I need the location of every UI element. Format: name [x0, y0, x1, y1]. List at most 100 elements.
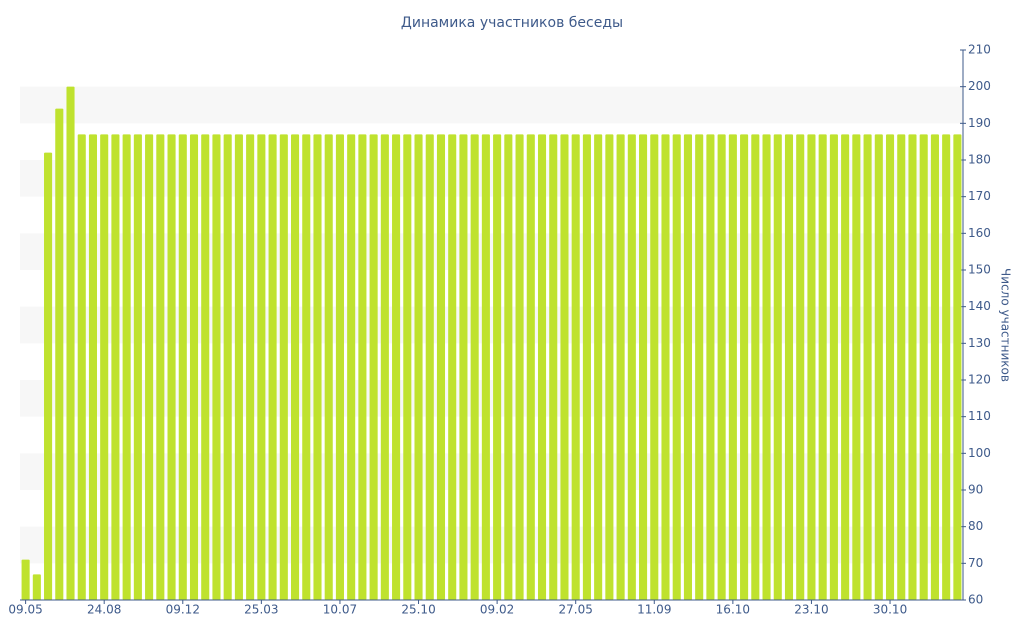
bar [740, 134, 749, 601]
bar [156, 134, 165, 601]
bar [178, 134, 187, 601]
bar [324, 134, 333, 601]
bar [650, 134, 659, 601]
bar [313, 134, 322, 601]
bar [32, 574, 41, 600]
bar [807, 134, 816, 601]
bar [897, 134, 906, 601]
y-axis-label: Число участников [999, 268, 1013, 382]
x-tick-label: 16.10 [716, 603, 750, 617]
bar [246, 134, 255, 601]
bar [571, 134, 580, 601]
y-tick-label: 150 [968, 263, 991, 277]
bar [930, 134, 939, 601]
bar [717, 134, 726, 601]
bar [560, 134, 569, 601]
y-tick-label: 180 [968, 153, 991, 167]
x-tick-label: 10.07 [323, 603, 357, 617]
bar [189, 134, 199, 601]
y-tick-label: 210 [968, 43, 991, 57]
bar [728, 134, 737, 601]
y-tick-label: 60 [968, 593, 983, 607]
y-tick-label: 190 [968, 116, 991, 130]
bar [852, 134, 861, 601]
bar [302, 134, 311, 601]
bar [605, 134, 614, 601]
bar [695, 134, 704, 601]
y-tick-label: 90 [968, 483, 983, 497]
bar [683, 134, 692, 601]
grid-band [20, 86, 963, 124]
bar [291, 134, 300, 601]
x-tick-label: 09.12 [166, 603, 200, 617]
bar [481, 134, 490, 601]
bar [784, 134, 794, 601]
bar [44, 152, 53, 600]
y-tick-label: 170 [968, 189, 991, 203]
y-tick-label: 140 [968, 299, 991, 313]
bar [504, 134, 513, 601]
x-tick-label: 30.10 [873, 603, 907, 617]
bar [369, 134, 378, 601]
bar [885, 134, 895, 601]
bar [751, 134, 760, 601]
bar [212, 134, 221, 601]
bar [55, 108, 64, 601]
bar [448, 134, 457, 601]
bar [829, 134, 838, 601]
x-tick-label: 23.10 [794, 603, 828, 617]
bar [841, 134, 850, 601]
bar [21, 559, 30, 600]
x-tick-label: 27.05 [559, 603, 593, 617]
x-tick-label: 25.03 [244, 603, 278, 617]
y-tick-label: 160 [968, 226, 991, 240]
bar [145, 134, 154, 601]
bar [358, 134, 367, 601]
bar [257, 134, 266, 601]
bar [268, 134, 277, 601]
y-tick-label: 130 [968, 336, 991, 350]
x-tick-label: 25.10 [401, 603, 435, 617]
bar [549, 134, 558, 601]
grid-band [20, 453, 963, 490]
x-tick-label: 11.09 [637, 603, 671, 617]
bar [616, 134, 625, 601]
bar [88, 134, 98, 601]
bar [526, 134, 535, 601]
chart-title: Динамика участников беседы [401, 15, 623, 31]
bar [582, 134, 591, 601]
bar [201, 134, 210, 601]
bar [133, 134, 142, 601]
grid-band [20, 380, 963, 417]
y-tick-label: 70 [968, 556, 983, 570]
bar [100, 134, 109, 601]
grid-band [20, 233, 963, 270]
bar [459, 134, 468, 601]
grid-band [20, 526, 963, 564]
bar [796, 134, 805, 601]
x-tick-label: 09.05 [8, 603, 42, 617]
bar [515, 134, 524, 601]
bar [594, 134, 603, 601]
bar [661, 134, 670, 601]
bar [234, 134, 243, 601]
x-tick-label: 24.08 [87, 603, 121, 617]
bar [818, 134, 827, 601]
grid-band [20, 306, 963, 344]
bar [414, 134, 423, 601]
y-tick-label: 100 [968, 446, 991, 460]
bar [627, 134, 636, 601]
bar [77, 134, 86, 601]
bar [953, 134, 962, 601]
y-tick-label: 200 [968, 79, 991, 93]
bar [537, 134, 547, 601]
bar [111, 134, 120, 601]
y-tick-label: 110 [968, 409, 991, 423]
bar [672, 134, 681, 601]
bar [470, 134, 479, 601]
bar [66, 86, 75, 600]
bar [762, 134, 771, 601]
bar [347, 134, 356, 601]
bar [706, 134, 715, 601]
